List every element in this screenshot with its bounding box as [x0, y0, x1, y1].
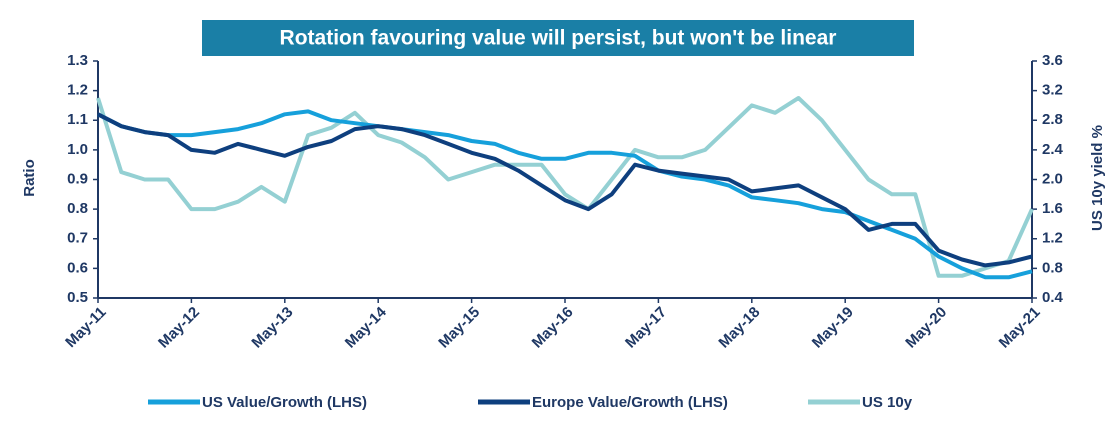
y-tick-label: 0.6 [67, 259, 88, 276]
y2-tick-label: 2.8 [1042, 111, 1063, 128]
y-tick-label: 0.8 [67, 200, 88, 217]
y2-tick-label: 2.0 [1042, 170, 1063, 187]
series-line [96, 96, 1034, 278]
y2-tick-label: 3.2 [1042, 82, 1063, 99]
series-line [97, 109, 1033, 280]
legend-label: Europe Value/Growth (LHS) [532, 394, 728, 411]
y2-tick-label: 2.4 [1042, 141, 1064, 158]
y-axis-label: Ratio [21, 159, 38, 197]
y-tick-label: 1.2 [67, 82, 88, 99]
y2-tick-label: 0.8 [1042, 259, 1063, 276]
y-tick-label: 1.1 [67, 111, 88, 128]
y-tick-label: 1.0 [67, 141, 88, 158]
title-box [202, 20, 914, 56]
y-tick-label: 0.5 [67, 289, 88, 306]
y2-tick-label: 0.4 [1042, 289, 1064, 306]
y2-tick-label: 1.2 [1042, 230, 1063, 247]
y-tick-label: 0.9 [67, 170, 88, 187]
y2-axis-label: US 10y yield % [1089, 125, 1106, 231]
y2-tick-label: 3.6 [1042, 52, 1063, 69]
y-tick-label: 0.7 [67, 230, 88, 247]
legend-label: US 10y [862, 394, 913, 411]
y2-tick-label: 1.6 [1042, 200, 1063, 217]
y-tick-label: 1.3 [67, 52, 88, 69]
chart-title: Rotation favouring value will persist, b… [280, 27, 837, 50]
legend-label: US Value/Growth (LHS) [202, 394, 367, 411]
series-line [97, 112, 1033, 268]
